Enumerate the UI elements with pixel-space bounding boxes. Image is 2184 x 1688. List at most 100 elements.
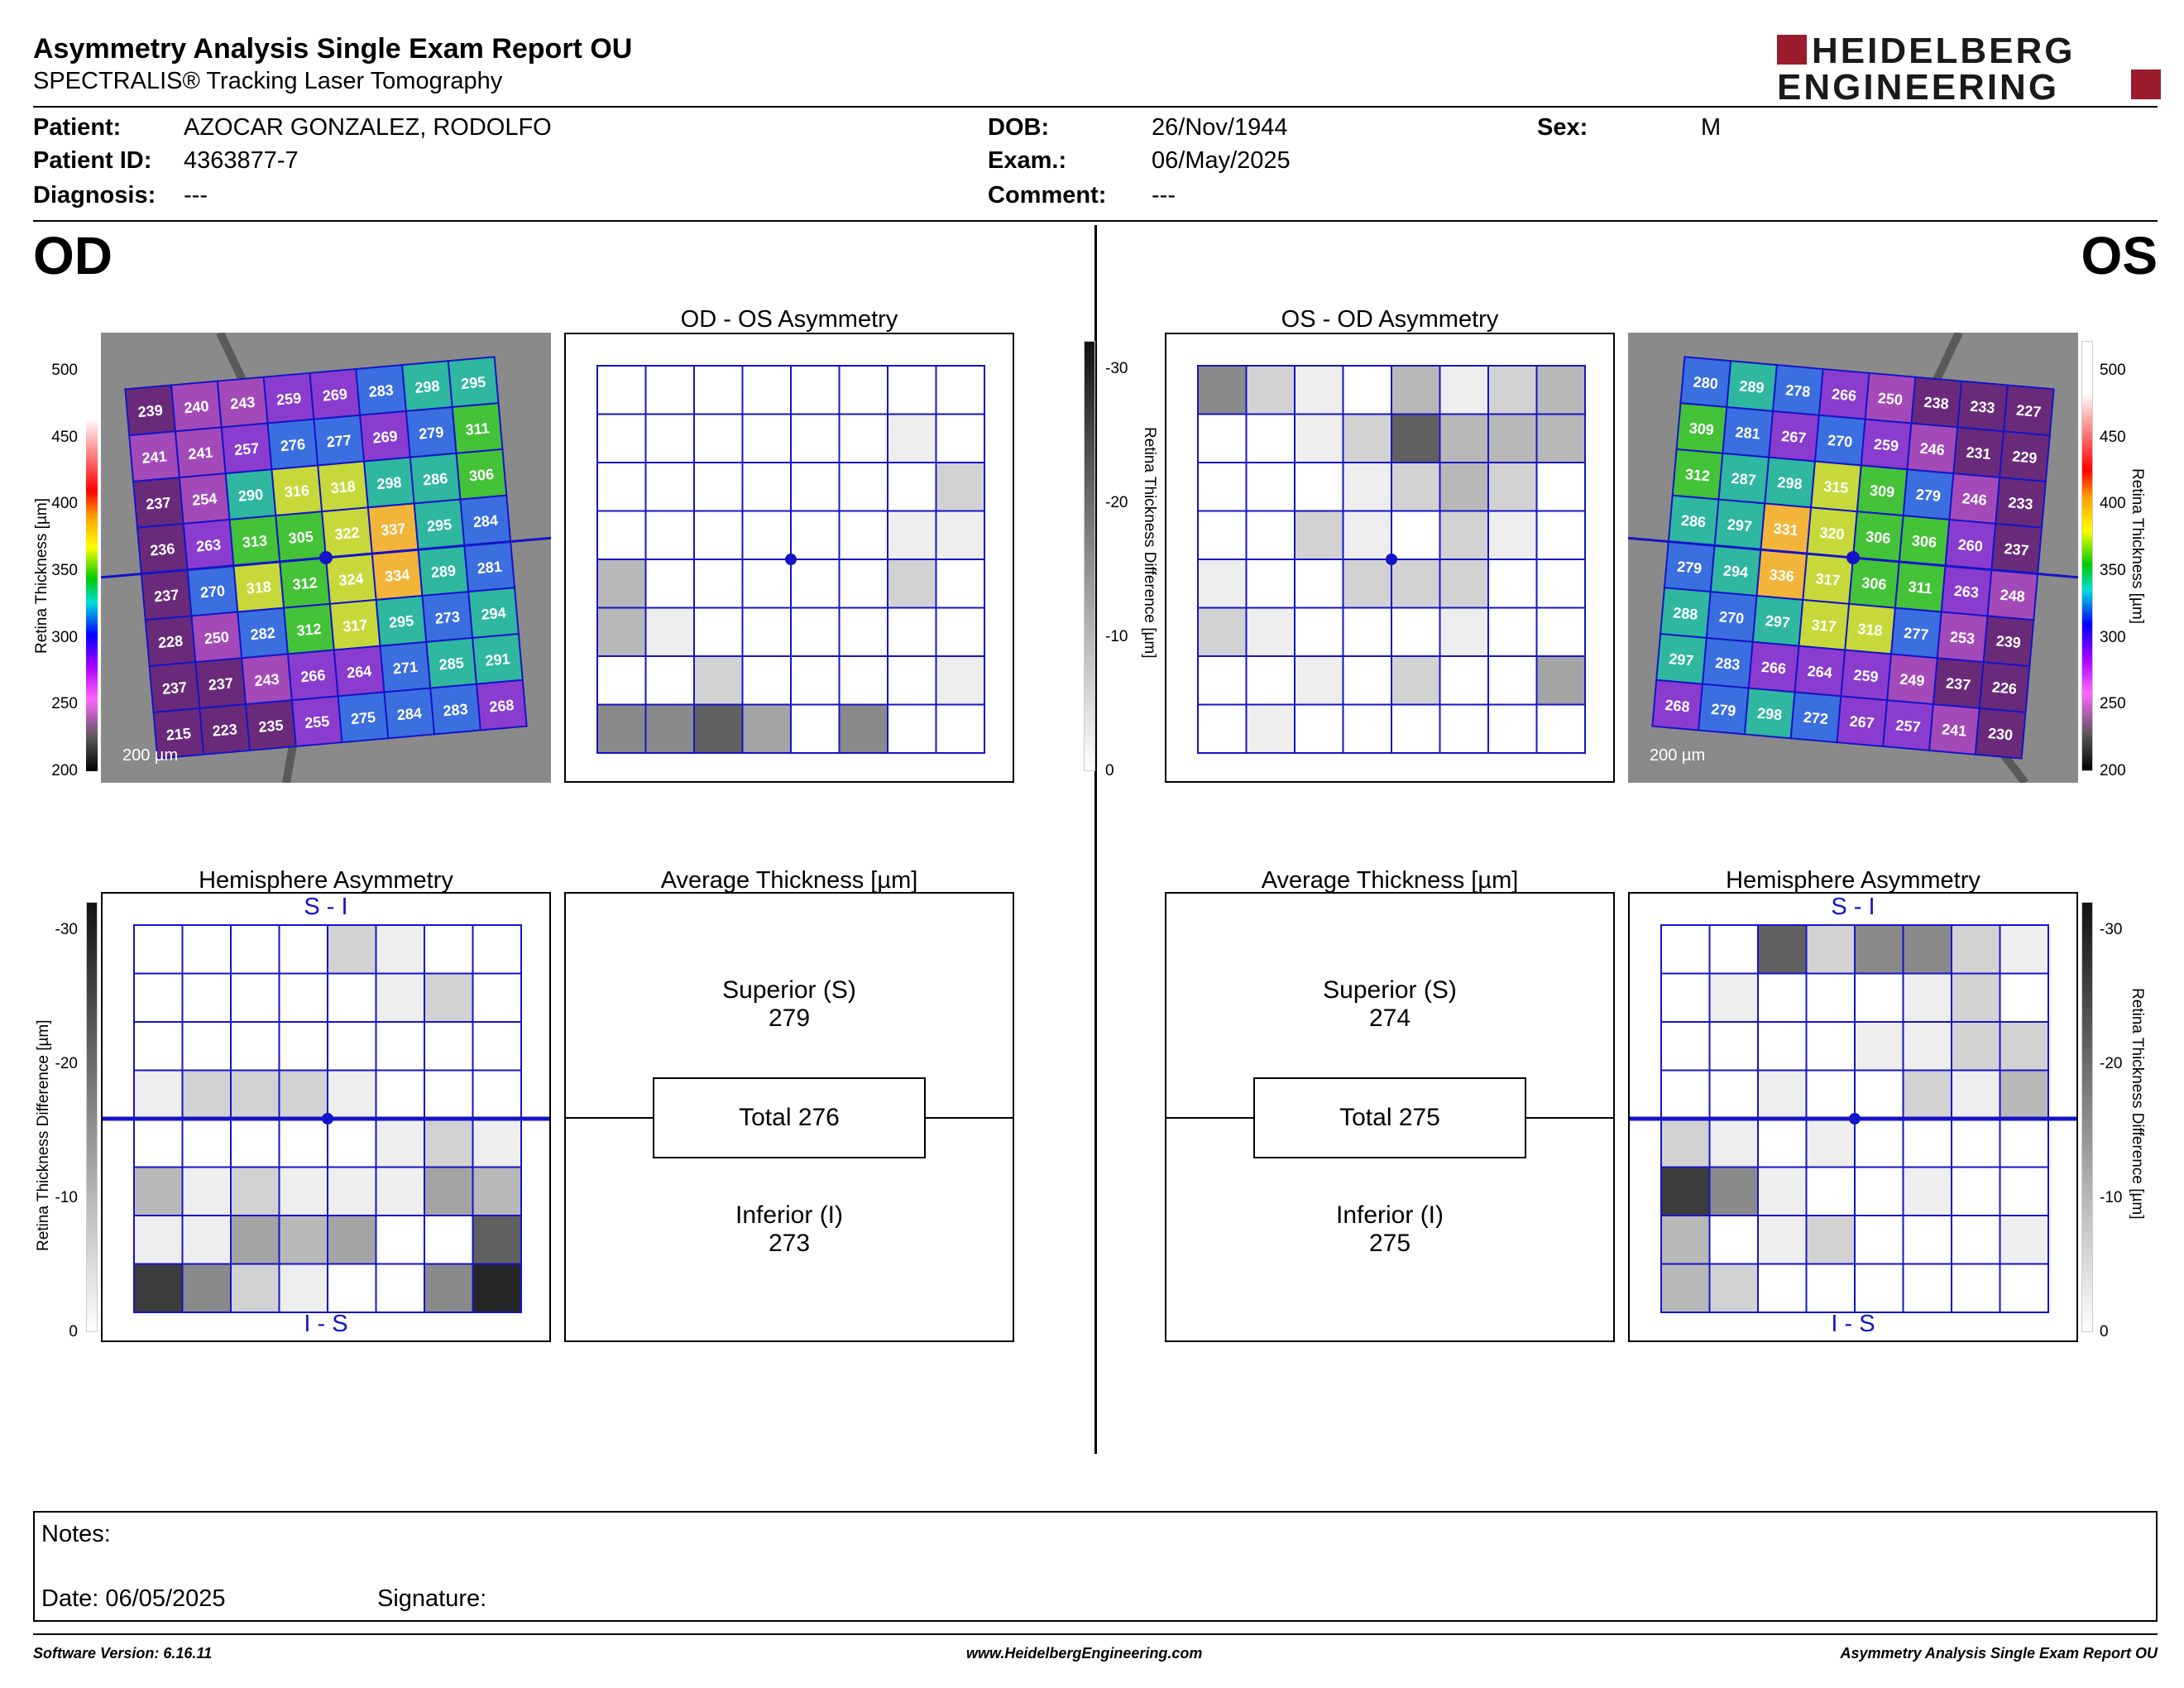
grid-cell xyxy=(887,703,937,754)
od-thickness-map: 239 240 243 259 269 283 298 295 241 241 257 276 277 2… xyxy=(91,330,561,784)
grid-cell xyxy=(693,655,744,706)
website-link[interactable]: www.HeidelbergEngineering.com xyxy=(966,1645,1203,1662)
grid-cell xyxy=(596,462,647,512)
grid-cell xyxy=(1245,607,1296,657)
od-thickness-color-scale xyxy=(86,371,98,771)
grid-cell xyxy=(1439,703,1489,754)
grid-cell xyxy=(1197,703,1248,754)
grid-cell xyxy=(1854,1069,1904,1120)
grid-cell xyxy=(1245,462,1296,512)
grid-cell xyxy=(181,924,232,975)
thickness-value: 298 xyxy=(376,474,403,493)
grid-cell xyxy=(1757,1069,1808,1120)
tick-label: 250 xyxy=(51,695,78,713)
grid-cell xyxy=(1660,1021,1711,1072)
thickness-value: 306 xyxy=(468,466,495,485)
grid-cell xyxy=(1805,924,1856,975)
thickness-value: 268 xyxy=(489,697,515,716)
thickness-value: 277 xyxy=(1903,625,1929,644)
fovea-marker xyxy=(1386,554,1397,565)
grid-cell xyxy=(1854,1021,1904,1072)
thickness-value: 237 xyxy=(146,494,172,513)
thickness-value: 283 xyxy=(443,701,469,720)
thickness-cell xyxy=(1974,707,2027,760)
thickness-value: 279 xyxy=(1711,701,1737,720)
grid-cell xyxy=(1660,1166,1711,1216)
grid-cell xyxy=(472,1263,522,1313)
grid-cell xyxy=(596,365,647,415)
grid-cell xyxy=(1487,462,1538,512)
grid-cell xyxy=(644,655,695,706)
grid-cell xyxy=(1757,1021,1808,1072)
od-asym-panel xyxy=(564,333,1014,783)
patient-label: Patient: xyxy=(33,114,122,141)
grid-cell xyxy=(1708,1166,1759,1216)
grid-cell xyxy=(278,1166,328,1216)
thickness-value: 309 xyxy=(1688,420,1715,439)
thickness-value: 241 xyxy=(141,448,168,467)
od-si-top: S - I xyxy=(304,894,348,920)
grid-cell xyxy=(278,1263,328,1313)
grid-cell xyxy=(375,972,425,1023)
thickness-value: 280 xyxy=(1693,373,1719,392)
grid-cell xyxy=(887,655,937,706)
tick-label: 0 xyxy=(2100,1323,2109,1340)
patient-id-value: 4363877-7 xyxy=(184,147,299,174)
grid-cell xyxy=(1660,1118,1711,1168)
thickness-value: 337 xyxy=(380,520,406,539)
grid-cell xyxy=(1708,972,1759,1023)
grid-cell xyxy=(327,924,377,975)
tick-label: 0 xyxy=(1105,762,1114,779)
grid-cell xyxy=(935,365,985,415)
heidelberg-logo: HEIDELBERG ENGINEERING xyxy=(1777,31,2161,103)
grid-cell xyxy=(887,559,937,609)
grid-cell xyxy=(644,462,695,512)
grid-cell xyxy=(181,1263,232,1313)
grid-cell xyxy=(935,655,985,706)
tick-label: 350 xyxy=(51,562,78,579)
thickness-value: 294 xyxy=(481,604,507,623)
grid-cell xyxy=(133,972,184,1023)
comment-value: --- xyxy=(1152,182,1176,209)
grid-cell xyxy=(424,1215,474,1265)
grid-cell xyxy=(1805,972,1856,1023)
grid-cell xyxy=(741,655,792,706)
tick-label: 250 xyxy=(2100,695,2126,713)
grid-cell xyxy=(1535,655,1586,706)
grid-cell xyxy=(887,607,937,657)
thickness-value: 278 xyxy=(1784,381,1811,400)
thickness-value: 243 xyxy=(229,394,256,413)
thickness-value: 288 xyxy=(1672,604,1698,623)
od-hemi-title: Hemisphere Asymmetry xyxy=(199,867,453,894)
thickness-value: 290 xyxy=(237,486,264,505)
grid-cell xyxy=(1854,924,1904,975)
grid-cell xyxy=(375,1118,425,1168)
grid-cell xyxy=(1439,413,1489,463)
thickness-value: 215 xyxy=(165,725,192,744)
tick-label: -20 xyxy=(2100,1055,2123,1072)
tick-label: -20 xyxy=(1105,494,1128,511)
thickness-value: 287 xyxy=(1731,470,1757,489)
thickness-value: 285 xyxy=(438,655,465,674)
grid-cell xyxy=(693,462,744,512)
grid-cell xyxy=(472,1166,522,1216)
grid-cell xyxy=(1999,1069,2049,1120)
os-hemi-difference-scale xyxy=(2081,902,2093,1332)
grid-cell xyxy=(1391,365,1441,415)
thickness-value: 284 xyxy=(472,512,499,531)
grid-cell xyxy=(1245,413,1296,463)
thickness-value: 279 xyxy=(1915,486,1942,505)
os-thickness-map: 280 289 278 266 250 238 233 227 309 281 267 270 259 2… xyxy=(1618,330,2088,786)
grid-cell xyxy=(1805,1263,1856,1313)
thickness-value: 281 xyxy=(1735,424,1761,443)
thickness-value: 250 xyxy=(204,629,230,648)
os-asym-title: OS - OD Asymmetry xyxy=(1281,306,1499,333)
grid-cell xyxy=(1245,703,1296,754)
grid-cell xyxy=(1535,365,1586,415)
diagnosis-value: --- xyxy=(184,182,208,209)
grid-cell xyxy=(278,1021,328,1072)
os-hemi-panel: S - I I - S xyxy=(1628,892,2078,1342)
thickness-value: 237 xyxy=(2004,540,2030,559)
tick-label: -30 xyxy=(55,921,78,938)
thickness-value: 239 xyxy=(1995,632,2022,651)
